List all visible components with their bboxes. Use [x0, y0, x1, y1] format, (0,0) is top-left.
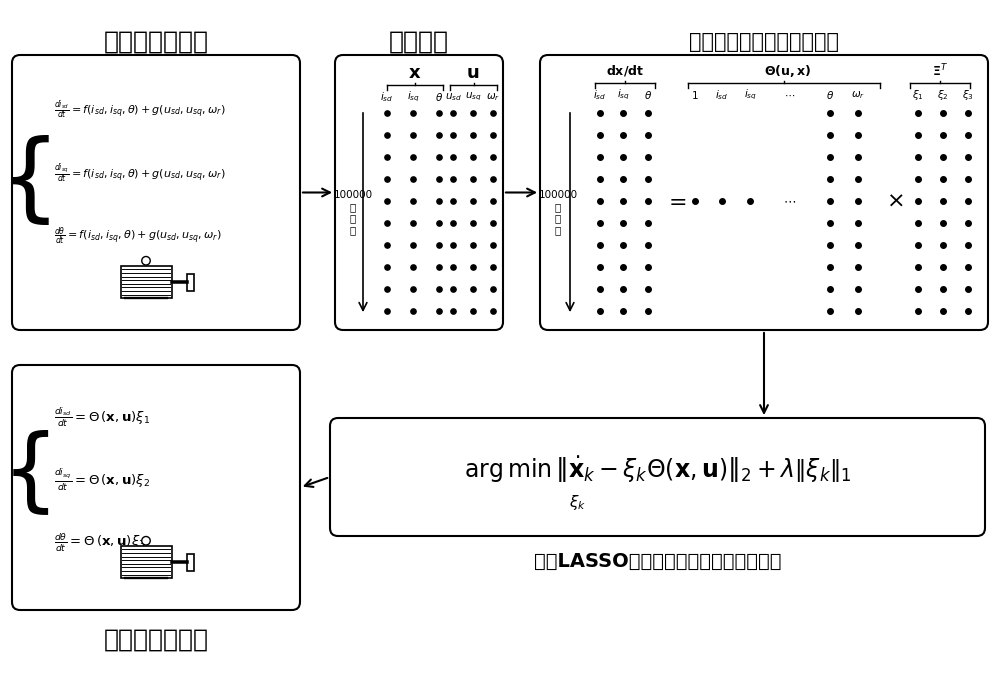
- Text: $u_{sq}$: $u_{sq}$: [465, 91, 481, 103]
- Text: $\omega_r$: $\omega_r$: [851, 89, 865, 101]
- FancyBboxPatch shape: [540, 55, 988, 330]
- Text: $\times$: $\times$: [886, 191, 904, 211]
- Circle shape: [142, 256, 150, 265]
- Text: $\cdots$: $\cdots$: [784, 90, 796, 100]
- Text: $\mathbf{dx/dt}$: $\mathbf{dx/dt}$: [606, 63, 644, 79]
- Text: 构建动力学方程及其字典库: 构建动力学方程及其字典库: [689, 32, 839, 52]
- Text: $\mathbf{\Xi}^T$: $\mathbf{\Xi}^T$: [932, 63, 948, 79]
- Text: $i_{sq}$: $i_{sq}$: [744, 88, 756, 102]
- Text: 使用LASSO回归进行稀疏系数的数值求解: 使用LASSO回归进行稀疏系数的数值求解: [534, 551, 781, 570]
- FancyBboxPatch shape: [12, 55, 300, 330]
- FancyBboxPatch shape: [330, 418, 985, 536]
- Text: $\mathrm{arg\,min}\,\left\|\dot{\mathbf{x}}_k - \xi_k\Theta(\mathbf{x},\mathbf{u: $\mathrm{arg\,min}\,\left\|\dot{\mathbf{…: [464, 455, 851, 485]
- Text: $i_{sd}$: $i_{sd}$: [593, 88, 607, 102]
- Text: $\frac{di_{sq}}{dt} = f(i_{sd},i_{sq},\theta) + g(u_{sd},u_{sq},\omega_r)$: $\frac{di_{sq}}{dt} = f(i_{sd},i_{sq},\t…: [54, 161, 226, 185]
- Text: $i_{sd}$: $i_{sd}$: [715, 88, 729, 102]
- Text: $\theta$: $\theta$: [435, 91, 443, 103]
- FancyBboxPatch shape: [120, 266, 172, 298]
- Circle shape: [142, 537, 150, 545]
- FancyBboxPatch shape: [120, 546, 172, 578]
- Text: $\mathbf{\Theta(u,x)}$: $\mathbf{\Theta(u,x)}$: [764, 63, 812, 79]
- Text: $\mathbf{x}$: $\mathbf{x}$: [408, 64, 422, 82]
- Text: $i_{sq}$: $i_{sq}$: [617, 88, 629, 102]
- FancyBboxPatch shape: [187, 274, 194, 291]
- Text: $\omega_r$: $\omega_r$: [486, 91, 500, 103]
- Text: $\xi_k$: $\xi_k$: [569, 493, 586, 513]
- Text: $1$: $1$: [691, 89, 699, 101]
- Text: {: {: [0, 135, 61, 228]
- FancyBboxPatch shape: [12, 365, 300, 610]
- Text: $\xi_2$: $\xi_2$: [937, 88, 949, 102]
- Text: $\frac{di_{sd}}{dt} = f(i_{sd},i_{sq},\theta) + g(u_{sd},u_{sq},\omega_r)$: $\frac{di_{sd}}{dt} = f(i_{sd},i_{sq},\t…: [54, 99, 226, 121]
- Text: 数据采集: 数据采集: [389, 30, 449, 54]
- Text: $\mathbf{u}$: $\mathbf{u}$: [466, 64, 480, 82]
- Text: $i_{sd}$: $i_{sd}$: [380, 90, 394, 104]
- Text: 100000
组
数
据: 100000 组 数 据: [333, 190, 373, 235]
- Text: $=$: $=$: [664, 191, 686, 211]
- Text: 最终动力学模型: 最终动力学模型: [104, 628, 208, 652]
- Text: $i_{sq}$: $i_{sq}$: [407, 90, 419, 104]
- Text: {: {: [1, 429, 59, 517]
- Text: $\cdots$: $\cdots$: [783, 194, 797, 207]
- Text: 100000
组
数
据: 100000 组 数 据: [538, 190, 578, 235]
- FancyBboxPatch shape: [187, 553, 194, 570]
- Text: $\frac{d\theta}{dt} = \Theta\,(\mathbf{x},\mathbf{u})\xi_3$: $\frac{d\theta}{dt} = \Theta\,(\mathbf{x…: [54, 532, 146, 554]
- Text: 未知动力学模型: 未知动力学模型: [104, 30, 208, 54]
- Text: $\theta$: $\theta$: [644, 89, 652, 101]
- Text: $\xi_1$: $\xi_1$: [912, 88, 924, 102]
- Text: $u_{sd}$: $u_{sd}$: [445, 91, 461, 103]
- Text: $\frac{di_{sq}}{dt} = \Theta\,(\mathbf{x},\mathbf{u})\xi_2$: $\frac{di_{sq}}{dt} = \Theta\,(\mathbf{x…: [54, 467, 150, 493]
- Text: $\frac{di_{sd}}{dt} = \Theta\,(\mathbf{x},\mathbf{u})\xi_1$: $\frac{di_{sd}}{dt} = \Theta\,(\mathbf{x…: [54, 405, 150, 429]
- Text: $\xi_3$: $\xi_3$: [962, 88, 974, 102]
- Text: $\theta$: $\theta$: [826, 89, 834, 101]
- Text: $\frac{d\theta}{dt} = f(i_{sd},i_{sq},\theta) + g(u_{sd},u_{sq},\omega_r)$: $\frac{d\theta}{dt} = f(i_{sd},i_{sq},\t…: [54, 225, 222, 247]
- FancyBboxPatch shape: [335, 55, 503, 330]
